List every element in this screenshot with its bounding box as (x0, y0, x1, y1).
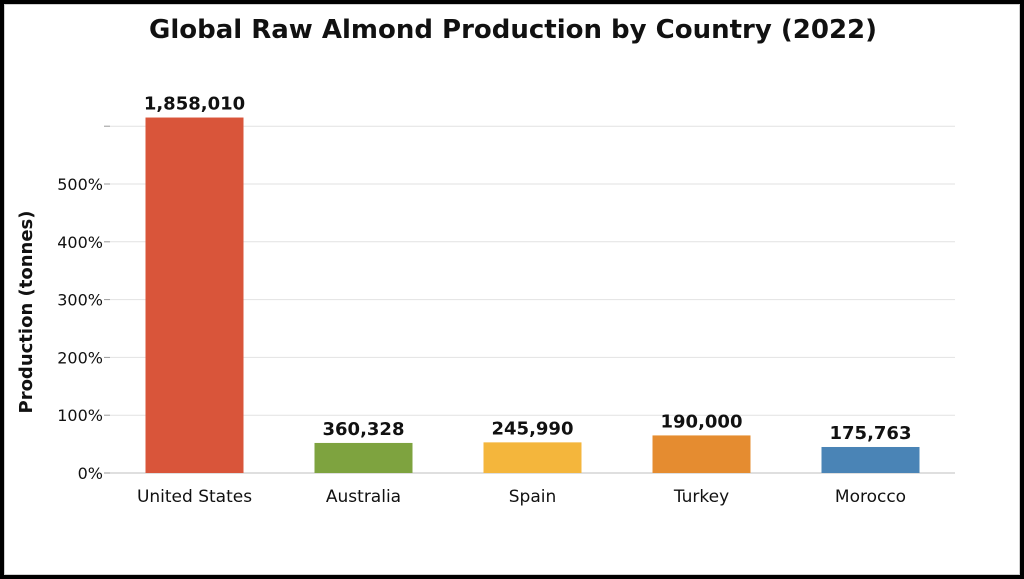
x-category-label: Australia (326, 487, 401, 507)
data-label: 360,328 (323, 419, 405, 440)
y-axis-ticks: 0% 100% 200% 300% 400% 500% (57, 125, 110, 483)
y-tick-label: 200% (57, 348, 103, 367)
chart-frame: Global Raw Almond Production by Country … (4, 4, 1020, 575)
y-tick-label: 0% (78, 464, 103, 483)
y-tick-label: 300% (57, 291, 103, 310)
bars (145, 117, 920, 473)
data-label: 190,000 (661, 411, 743, 432)
x-category-label: Spain (509, 487, 557, 507)
x-category-label: United States (137, 487, 252, 507)
data-labels: 1,858,010 360,328 245,990 190,000 175,763 (144, 94, 912, 444)
bar-chart: 0% 100% 200% 300% 400% 500% United States Aust… (16, 94, 955, 507)
data-label: 175,763 (830, 423, 912, 444)
gridlines (110, 125, 955, 474)
y-tick-label: 500% (57, 175, 103, 194)
data-label: 245,990 (492, 418, 574, 439)
bar-turkey (652, 435, 751, 473)
x-category-label: Turkey (673, 487, 729, 507)
data-label: 1,858,010 (144, 94, 245, 115)
bar-united-states (145, 117, 244, 473)
bar-australia (314, 442, 413, 473)
y-tick-label: 400% (57, 233, 103, 252)
y-axis-label: Production (tonnes) (16, 210, 37, 413)
x-axis-categories: United States Australia Spain Turkey Morocco (137, 487, 906, 507)
y-tick-label: 100% (57, 406, 103, 425)
chart-title: Global Raw Almond Production by Country … (148, 15, 878, 45)
bar-morocco (821, 446, 920, 473)
bar-spain (483, 442, 582, 473)
x-category-label: Morocco (835, 487, 906, 507)
